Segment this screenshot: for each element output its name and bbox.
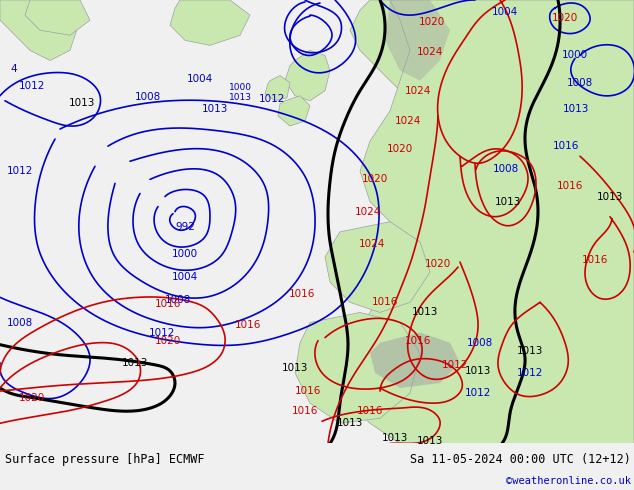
Text: 1016: 1016: [155, 299, 181, 309]
Polygon shape: [170, 0, 250, 46]
Text: 1013: 1013: [563, 104, 589, 114]
Text: 1020: 1020: [19, 393, 45, 403]
Text: 1024: 1024: [417, 48, 443, 57]
Text: Surface pressure [hPa] ECMWF: Surface pressure [hPa] ECMWF: [5, 453, 205, 466]
Text: 1013: 1013: [337, 418, 363, 428]
Text: 1000: 1000: [562, 50, 588, 60]
Text: 1008: 1008: [467, 338, 493, 348]
Text: 1013: 1013: [412, 307, 438, 318]
Text: 1016: 1016: [292, 406, 318, 416]
Text: 1012: 1012: [7, 166, 33, 176]
Text: 1012: 1012: [517, 368, 543, 378]
Polygon shape: [295, 313, 420, 423]
Text: 1013: 1013: [465, 366, 491, 376]
Text: 992: 992: [175, 222, 195, 232]
Text: 1024: 1024: [355, 207, 381, 217]
Text: 1012: 1012: [442, 360, 468, 370]
Text: 1008: 1008: [7, 318, 33, 327]
Text: 1008: 1008: [493, 164, 519, 174]
Text: 1008: 1008: [135, 92, 161, 102]
Text: 1013: 1013: [382, 434, 408, 443]
Text: 1020: 1020: [552, 13, 578, 23]
Text: 1000: 1000: [172, 249, 198, 259]
Polygon shape: [385, 0, 450, 81]
Text: 1016: 1016: [235, 319, 261, 329]
Text: 1016: 1016: [557, 181, 583, 192]
Text: 1012: 1012: [19, 81, 45, 91]
Text: 1012: 1012: [259, 94, 285, 104]
Text: 1024: 1024: [395, 116, 421, 126]
Polygon shape: [25, 0, 90, 35]
Text: 1016: 1016: [582, 255, 608, 265]
Text: 1016: 1016: [289, 289, 315, 299]
Text: 1013: 1013: [517, 346, 543, 356]
Text: 1020: 1020: [425, 259, 451, 269]
Polygon shape: [325, 221, 430, 313]
Text: 1012: 1012: [149, 328, 175, 338]
Polygon shape: [285, 50, 330, 101]
Text: 1020: 1020: [155, 336, 181, 345]
Text: 4: 4: [11, 64, 17, 74]
Text: 1020: 1020: [362, 174, 388, 184]
Text: 1008: 1008: [165, 295, 191, 305]
Text: 1013: 1013: [122, 358, 148, 368]
Text: 1004: 1004: [187, 74, 213, 84]
Polygon shape: [350, 0, 470, 101]
Text: 1013: 1013: [417, 437, 443, 446]
Polygon shape: [265, 75, 290, 101]
Text: 1013: 1013: [202, 104, 228, 114]
Text: 1013: 1013: [69, 98, 95, 108]
Text: 1024: 1024: [359, 239, 385, 249]
Polygon shape: [0, 0, 80, 60]
Text: 1016: 1016: [553, 141, 579, 151]
Text: 1012: 1012: [465, 388, 491, 398]
Text: Sa 11-05-2024 00:00 UTC (12+12): Sa 11-05-2024 00:00 UTC (12+12): [410, 453, 631, 466]
Polygon shape: [340, 0, 634, 443]
Text: 1013: 1013: [281, 363, 308, 373]
Text: 1004: 1004: [172, 272, 198, 282]
Text: 1013: 1013: [597, 192, 623, 201]
Text: 1016: 1016: [405, 336, 431, 345]
Text: 1020: 1020: [387, 144, 413, 154]
Text: 1020: 1020: [419, 17, 445, 27]
Text: 1016: 1016: [357, 406, 383, 416]
Text: 1016: 1016: [295, 386, 321, 396]
Polygon shape: [370, 333, 460, 388]
Text: 1000
1013: 1000 1013: [228, 83, 252, 102]
Text: 1024: 1024: [405, 86, 431, 96]
Text: 1013: 1013: [495, 196, 521, 207]
Text: 1004: 1004: [492, 7, 518, 17]
Text: 1008: 1008: [567, 77, 593, 88]
Polygon shape: [278, 96, 310, 126]
Text: 1016: 1016: [372, 297, 398, 307]
Text: ©weatheronline.co.uk: ©weatheronline.co.uk: [506, 476, 631, 486]
